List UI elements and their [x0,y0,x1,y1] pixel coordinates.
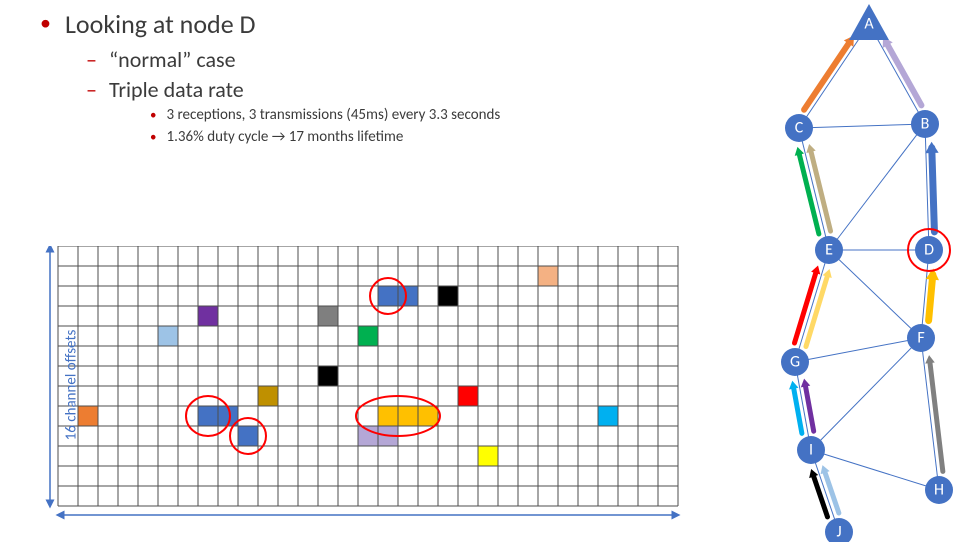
bullet-l2a: – “normal” case [86,46,600,73]
svg-text:E: E [825,241,833,260]
y-axis-label: 16 channel offsets [62,330,80,441]
svg-text:I: I [809,441,813,460]
bullet-dot-icon: • [150,106,156,126]
svg-text:A: A [864,15,874,34]
bullet-list: • Looking at node D – “normal” case – Tr… [40,8,600,150]
svg-text:G: G [790,353,800,372]
grid-svg [44,246,682,524]
l2b-text: Triple data rate [109,76,244,103]
svg-text:C: C [795,119,804,138]
l2a-text: “normal” case [109,46,236,73]
l1-text: Looking at node D [65,8,256,40]
svg-text:F: F [917,329,924,348]
l3a-text: 3 receptions, 3 transmissions (45ms) eve… [166,106,500,126]
bullet-dot-icon: • [40,8,51,40]
bullet-l3b: • 1.36% duty cycle → 17 months lifetime [150,128,600,148]
bullet-l2b: – Triple data rate [86,76,600,103]
bullet-l3a: • 3 receptions, 3 transmissions (45ms) e… [150,106,600,126]
graph-svg: A B C D E F G H I J [729,2,957,542]
dash-icon: – [86,46,97,73]
svg-text:H: H [934,481,944,500]
network-graph: A B C D E F G H I J [729,2,957,547]
bullet-dot-icon: • [150,128,156,148]
dash-icon: – [86,76,97,103]
svg-text:D: D [924,241,934,260]
svg-text:J: J [836,523,841,542]
bullet-l1: • Looking at node D [40,8,600,40]
svg-text:B: B [921,115,930,134]
l3b-text: 1.36% duty cycle → 17 months lifetime [166,128,403,148]
schedule-grid: 16 channel offsets [44,246,682,524]
